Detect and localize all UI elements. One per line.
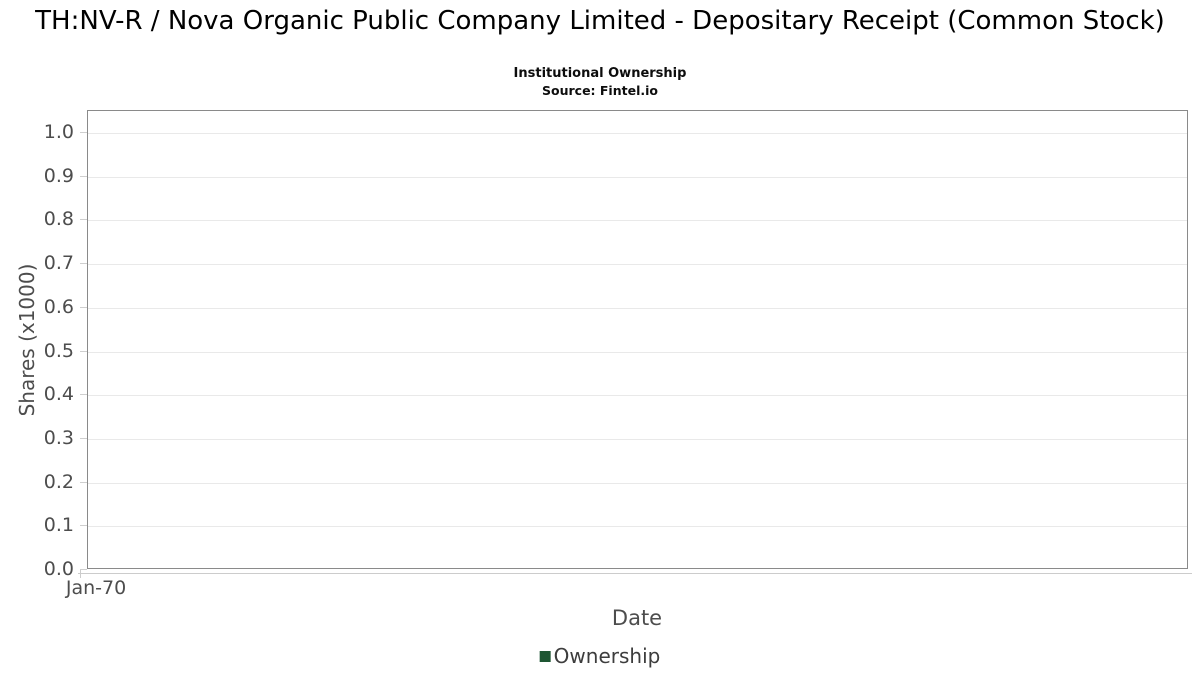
plot-area: [87, 110, 1188, 569]
y-tick-mark-0.7: [80, 263, 87, 264]
gridline-y-0.2: [88, 483, 1187, 484]
y-tick-label-0.3: 0.3: [43, 427, 74, 449]
y-axis-title: Shares (x1000): [15, 263, 39, 417]
x-tick-label-Jan-70: Jan-70: [65, 577, 127, 599]
gridline-y-0.5: [88, 352, 1187, 353]
y-tick-label-0.7: 0.7: [43, 252, 74, 274]
gridline-y-0.3: [88, 439, 1187, 440]
y-tick-label-0.5: 0.5: [43, 340, 74, 362]
gridline-y-1.0: [88, 133, 1187, 134]
y-tick-label-0.1: 0.1: [43, 514, 74, 536]
x-tick-mark: [80, 570, 81, 578]
gridline-y-0.1: [88, 526, 1187, 527]
gridline-y-0.8: [88, 220, 1187, 221]
y-tick-label-0.9: 0.9: [43, 165, 74, 187]
y-tick-label-0.0: 0.0: [43, 558, 74, 580]
legend-label: Ownership: [553, 644, 661, 668]
y-tick-label-0.2: 0.2: [43, 471, 74, 493]
y-tick-mark-0.5: [80, 351, 87, 352]
gridline-y-0.6: [88, 308, 1187, 309]
legend-swatch-ownership: [539, 650, 551, 662]
y-tick-mark-0.8: [80, 219, 87, 220]
gridline-y-0.7: [88, 264, 1187, 265]
y-tick-mark-0.0: [80, 569, 87, 570]
x-axis-line: [78, 573, 1192, 574]
y-tick-mark-0.9: [80, 176, 87, 177]
chart-subtitle: Institutional Ownership: [513, 66, 687, 81]
y-tick-mark-0.6: [80, 307, 87, 308]
y-tick-mark-1.0: [80, 132, 87, 133]
y-tick-mark-0.1: [80, 525, 87, 526]
gridline-y-0.9: [88, 177, 1187, 178]
y-tick-mark-0.3: [80, 438, 87, 439]
y-tick-mark-0.2: [80, 482, 87, 483]
y-tick-label-1.0: 1.0: [43, 121, 74, 143]
y-tick-label-0.6: 0.6: [43, 296, 74, 318]
y-tick-label-0.8: 0.8: [43, 208, 74, 230]
x-axis-title: Date: [611, 606, 663, 630]
chart-source: Source: Fintel.io: [542, 83, 658, 98]
legend-item-ownership[interactable]: Ownership: [539, 644, 661, 668]
gridline-y-0.4: [88, 395, 1187, 396]
chart-title: TH:NV-R / Nova Organic Public Company Li…: [35, 6, 1165, 36]
y-tick-label-0.4: 0.4: [43, 383, 74, 405]
y-tick-mark-0.4: [80, 394, 87, 395]
